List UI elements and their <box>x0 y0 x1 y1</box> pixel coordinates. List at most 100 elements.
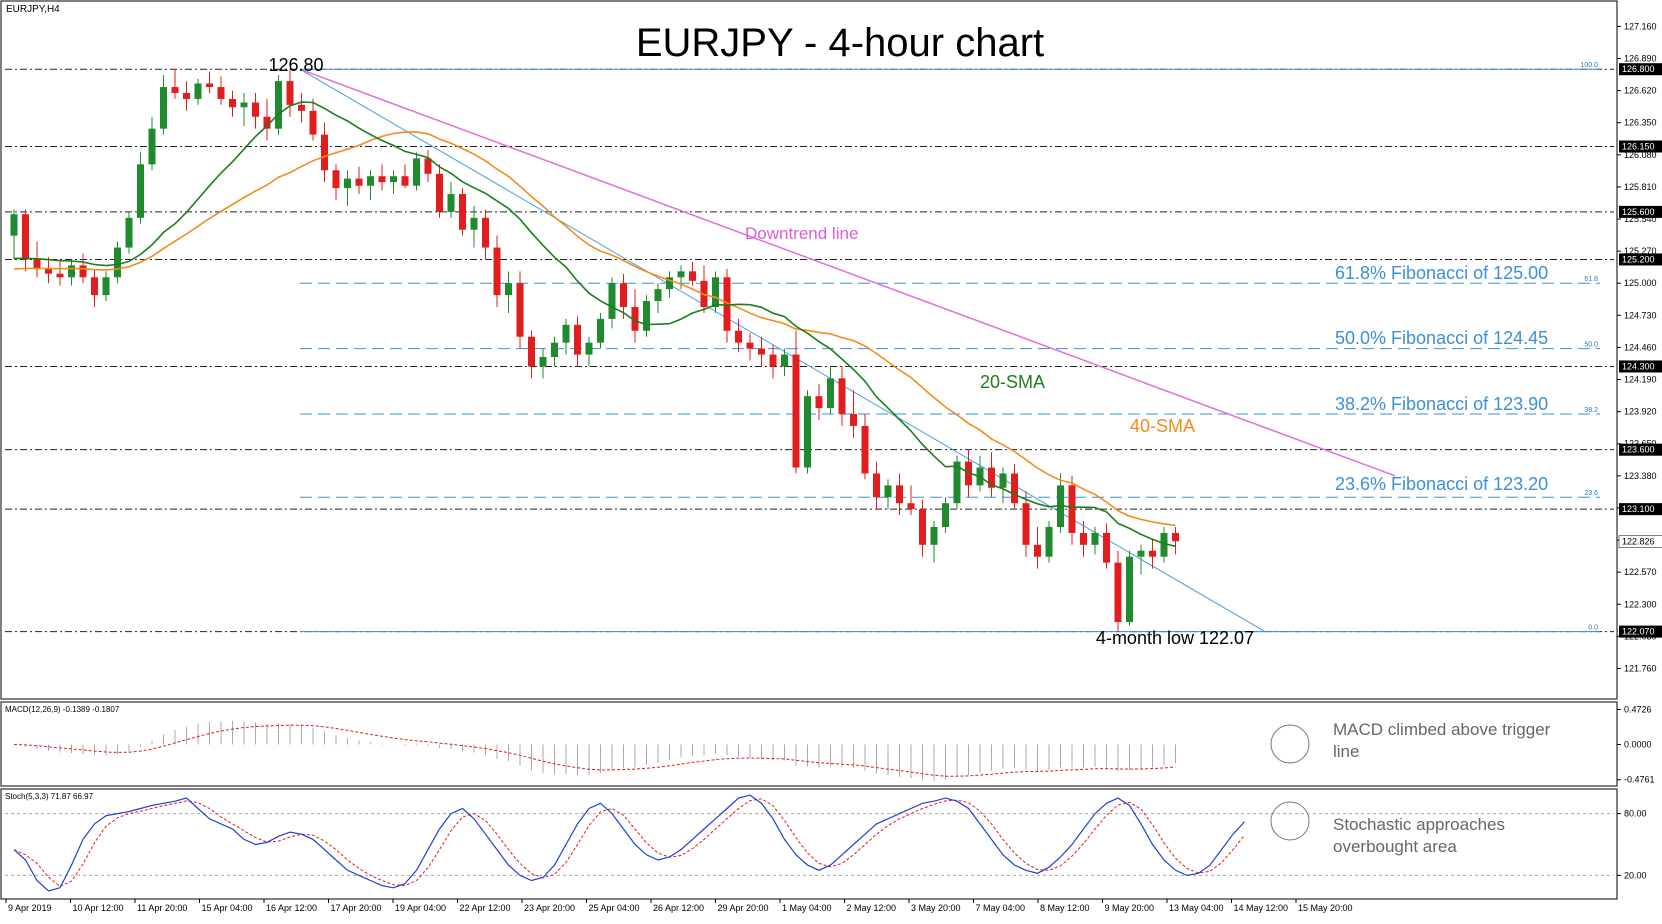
candle-body <box>838 378 846 415</box>
fibonacci-percent-label: 23.6 <box>1584 490 1598 497</box>
price-tick-label: 125.270 <box>1624 246 1657 256</box>
candle-body <box>1045 526 1053 557</box>
fibonacci-percent-label: 0.0 <box>1588 625 1598 632</box>
candle-body <box>378 176 386 183</box>
candle-body <box>884 485 892 498</box>
candle-body <box>746 342 754 349</box>
candle-body <box>850 414 857 426</box>
candle-body <box>539 356 547 367</box>
candle-body <box>597 318 604 343</box>
chart-title: EURJPY - 4-hour chart <box>636 21 1044 65</box>
price-tick-label: 125.540 <box>1624 214 1657 224</box>
horizontal-levels <box>5 68 1614 633</box>
candle-body <box>493 247 501 296</box>
candle-body <box>1080 532 1087 545</box>
price-tick-label: 126.620 <box>1624 86 1657 96</box>
candle-body <box>344 178 351 189</box>
candle-body <box>1011 473 1018 504</box>
time-tick-label: 15 Apr 04:00 <box>202 903 253 913</box>
fib-618-label: 61.8% Fibonacci of 125.00 <box>1335 263 1548 283</box>
candle-body <box>206 83 213 88</box>
level-price-box <box>1619 360 1662 373</box>
macd-pane-frame <box>0 701 1618 787</box>
time-tick-label: 10 Apr 12:00 <box>73 903 124 913</box>
candle-body <box>574 324 581 355</box>
candle-body <box>68 265 75 278</box>
candle-body <box>723 277 731 331</box>
time-tick-label: 16 Apr 12:00 <box>266 903 317 913</box>
candle-body <box>321 134 328 171</box>
candle-body <box>160 87 167 129</box>
current-price-box <box>1618 535 1662 548</box>
time-tick-label: 9 May 20:00 <box>1105 903 1155 913</box>
candle-body <box>148 128 156 165</box>
candle-body <box>689 271 696 281</box>
candle-body <box>666 277 673 290</box>
time-axis: 9 Apr 2019 10 Apr 12:00 11 Apr 20:00 15 Apr… <box>5 899 1353 913</box>
candle-body <box>470 217 478 230</box>
level-price-label: 123.600 <box>1622 445 1655 455</box>
sma40-annotation: 40-SMA <box>1130 416 1195 436</box>
fib-236-label: 23.6% Fibonacci of 123.20 <box>1335 474 1548 494</box>
candle-body <box>229 98 236 108</box>
candle-body <box>516 283 524 337</box>
candle-body <box>56 273 64 278</box>
downtrend-line <box>299 68 1396 477</box>
candle-body <box>712 277 719 308</box>
level-price-label: 126.800 <box>1622 64 1655 74</box>
candle-body <box>1160 532 1168 557</box>
moving-averages <box>13 101 1176 548</box>
level-price-labels: 126.800 126.150 125.600 125.200 124.300 123.6… <box>1618 63 1662 638</box>
price-tick-label: 126.890 <box>1624 54 1657 64</box>
candle-body <box>988 467 995 488</box>
level-price-label: 125.600 <box>1622 207 1655 217</box>
stoch-d-line <box>13 798 1245 887</box>
candle-body <box>367 176 374 186</box>
time-tick-label: 15 May 20:00 <box>1298 903 1353 913</box>
time-tick-label: 7 May 04:00 <box>976 903 1026 913</box>
candle-body <box>125 217 133 248</box>
price-pane-frame <box>0 0 1618 700</box>
candle-body <box>79 265 87 278</box>
time-tick-label: 26 Apr 12:00 <box>653 903 704 913</box>
price-tick-label: 123.380 <box>1624 471 1657 481</box>
candle-body <box>562 324 570 343</box>
candle-body <box>240 102 248 108</box>
candle-body <box>137 164 144 218</box>
candle-body <box>896 485 903 504</box>
candle-body <box>528 336 535 367</box>
low-annotation: 4-month low 122.07 <box>1096 628 1254 648</box>
time-tick-label: 29 Apr 20:00 <box>718 903 769 913</box>
candle-body <box>608 283 616 319</box>
price-tick-label: 126.350 <box>1624 118 1657 128</box>
candle-body <box>298 104 305 111</box>
candle-body <box>792 354 800 468</box>
candle-body <box>171 87 179 93</box>
candle-body <box>252 102 259 117</box>
candle-body <box>183 92 190 99</box>
price-tick-label: 125.810 <box>1624 182 1657 192</box>
trend-lines <box>299 68 1396 633</box>
candle-body <box>309 110 317 135</box>
candle-body <box>33 259 41 269</box>
price-tick-label: 126.080 <box>1624 150 1657 160</box>
candle-body <box>965 461 972 486</box>
macd-tick-label: -0.4761 <box>1624 775 1655 785</box>
candle-body <box>436 173 443 212</box>
time-tick-label: 13 May 04:00 <box>1169 903 1224 913</box>
candle-body <box>102 277 110 296</box>
level-price-box <box>1619 205 1662 218</box>
level-price-box <box>1619 503 1662 516</box>
time-tick-label: 17 Apr 20:00 <box>331 903 382 913</box>
time-tick-label: 14 May 12:00 <box>1234 903 1289 913</box>
level-price-label: 126.150 <box>1622 141 1655 151</box>
fib-500-label: 50.0% Fibonacci of 124.45 <box>1335 328 1548 348</box>
candle-body <box>1103 532 1110 563</box>
candle-body <box>942 503 949 527</box>
candle-body <box>643 301 650 331</box>
candle-body <box>1172 532 1179 542</box>
candle-body <box>217 87 225 99</box>
candle-body <box>735 330 742 343</box>
